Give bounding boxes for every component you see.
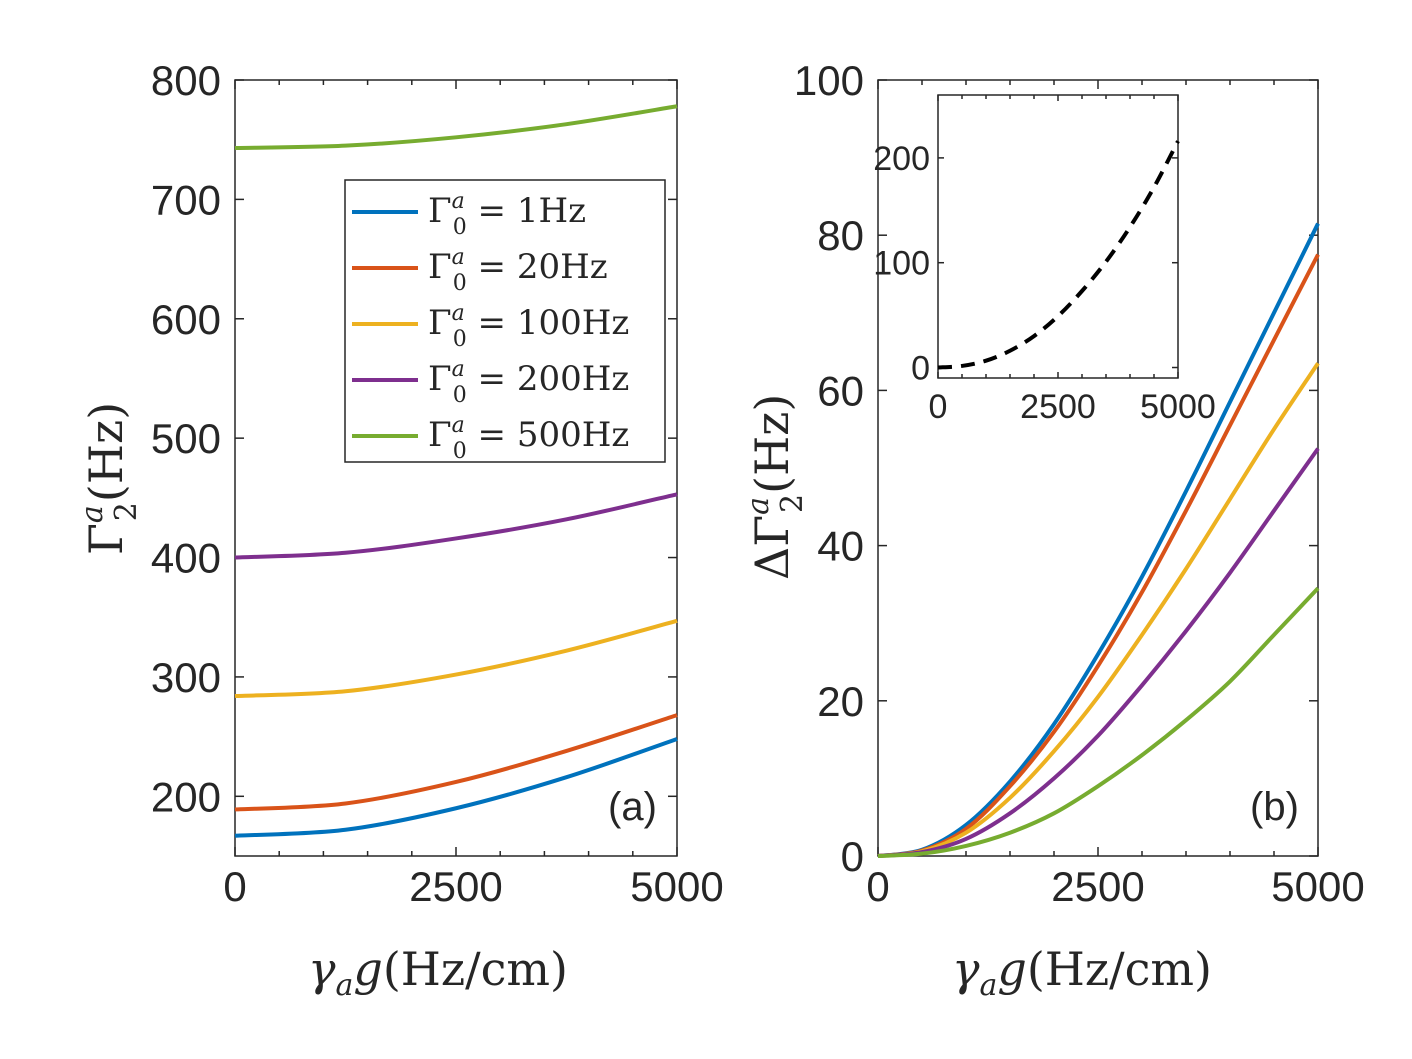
- panel-a-ticks: 0 2500 5000 200 300 400 500 600 700 800: [151, 57, 724, 910]
- legend-entry: Γa 0 = 1Hz: [428, 189, 586, 240]
- series-line: [877, 362, 1320, 858]
- x-tick-label: 0: [223, 863, 246, 910]
- legend-entry: Γa 0 = 20Hz: [428, 245, 608, 296]
- legend-entry: Γa 0 = 100Hz: [428, 301, 629, 352]
- series-line: [234, 492, 678, 560]
- x-tick-label: 2500: [409, 863, 502, 910]
- y-tick-label: 700: [151, 176, 221, 223]
- y-tick-label: 600: [151, 296, 221, 343]
- x-tick-label: 0: [929, 388, 948, 426]
- panel-b-xlabel: γag(Hz/cm): [952, 942, 1212, 1003]
- series-line: [234, 737, 678, 838]
- svg-text:ΔΓa2(Hz): ΔΓa2(Hz): [741, 394, 810, 580]
- panel-a-xlabel: γag(Hz/cm): [308, 942, 568, 1003]
- legend-box: [344, 179, 666, 463]
- panel-b-lines: [877, 222, 1320, 858]
- inset-plot: 0 2500 5000 0 100 200: [873, 94, 1216, 426]
- panel-a-ylabel: Γa2(Hz): [75, 402, 144, 555]
- x-tick-label: 5000: [1140, 388, 1216, 426]
- x-tick-label: 0: [866, 863, 889, 910]
- inset-lines: [937, 140, 1180, 370]
- series-line: [877, 447, 1320, 858]
- series-line: [234, 618, 678, 699]
- y-tick-label: 80: [817, 212, 864, 259]
- series-line: [877, 253, 1320, 858]
- series-line: [234, 104, 678, 151]
- panel-a-label: (a): [608, 785, 657, 829]
- inset-axes-box: [937, 94, 1179, 379]
- x-tick-label: 2500: [1020, 388, 1096, 426]
- svg-text:Γa2(Hz): Γa2(Hz): [75, 402, 144, 555]
- y-tick-label: 400: [151, 535, 221, 582]
- series-line: [877, 222, 1320, 858]
- y-tick-label: 100: [873, 245, 930, 283]
- legend-entry: Γa 0 = 200Hz: [428, 357, 629, 408]
- y-tick-label: 40: [817, 523, 864, 570]
- series-line: [937, 140, 1180, 370]
- series-line: [234, 713, 678, 812]
- inset-ticks: 0 2500 5000 0 100 200: [873, 95, 1216, 426]
- panel-b-label: (b): [1250, 785, 1299, 829]
- y-tick-label: 300: [151, 654, 221, 701]
- legend-entry: Γa 0 = 500Hz: [428, 413, 629, 464]
- panel-a: 0 2500 5000 200 300 400 500 600 700 800 Γa 0 = 1Hz…: [75, 57, 724, 1003]
- y-tick-label: 0: [841, 833, 864, 880]
- y-tick-label: 200: [873, 140, 930, 178]
- y-tick-label: 800: [151, 57, 221, 104]
- series-line: [877, 586, 1320, 858]
- y-tick-label: 20: [817, 678, 864, 725]
- x-tick-label: 5000: [1271, 863, 1364, 910]
- y-tick-label: 0: [911, 350, 930, 388]
- y-tick-label: 200: [151, 773, 221, 820]
- y-tick-label: 60: [817, 367, 864, 414]
- y-tick-label: 500: [151, 415, 221, 462]
- x-tick-label: 5000: [630, 863, 723, 910]
- y-tick-label: 100: [794, 57, 864, 104]
- panel-b-ylabel: ΔΓa2(Hz): [741, 394, 810, 580]
- x-tick-label: 2500: [1051, 863, 1144, 910]
- panel-a-lines: [234, 104, 678, 838]
